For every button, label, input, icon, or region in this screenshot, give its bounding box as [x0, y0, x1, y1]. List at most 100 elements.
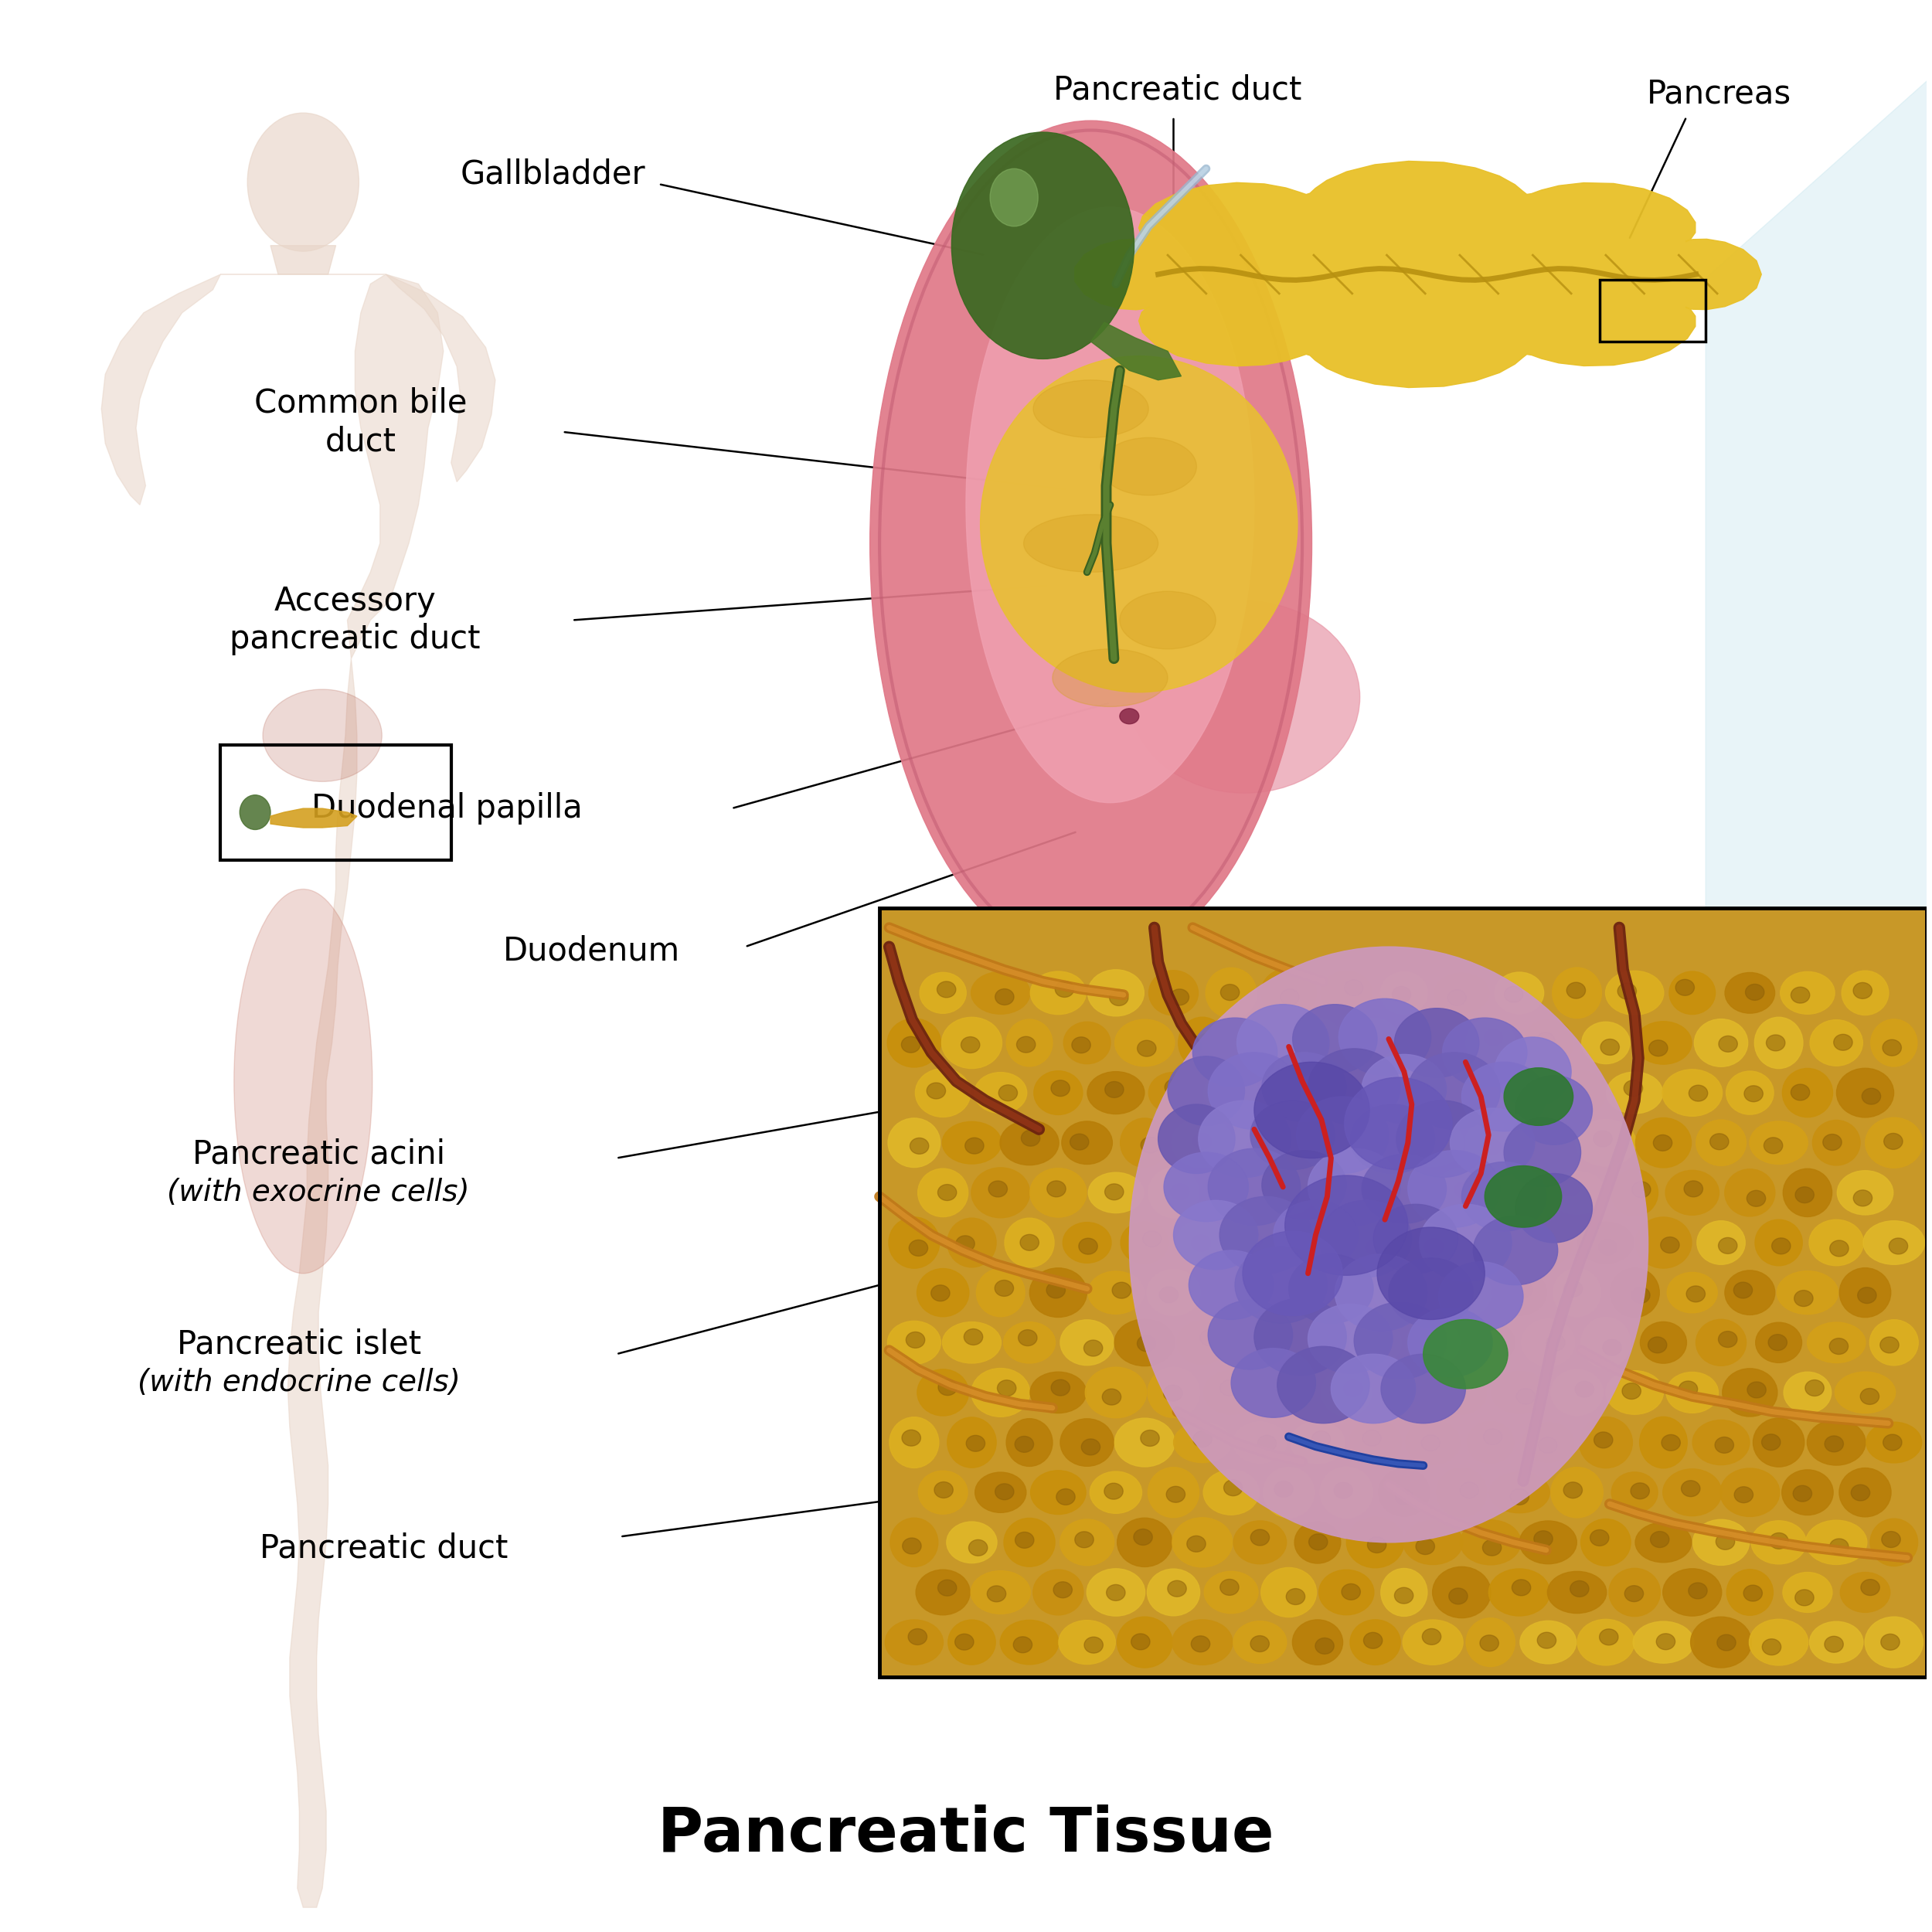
Ellipse shape	[1381, 1569, 1428, 1617]
Ellipse shape	[1308, 1049, 1401, 1126]
Ellipse shape	[1337, 1182, 1356, 1198]
Ellipse shape	[1244, 1233, 1262, 1248]
Ellipse shape	[1364, 1335, 1383, 1350]
Ellipse shape	[1070, 1134, 1090, 1150]
Text: pancreatic duct: pancreatic duct	[230, 624, 481, 655]
Ellipse shape	[1275, 1285, 1294, 1300]
Ellipse shape	[1662, 1435, 1681, 1451]
Ellipse shape	[1200, 1329, 1219, 1347]
Ellipse shape	[1810, 1621, 1862, 1663]
Ellipse shape	[1130, 947, 1648, 1542]
Ellipse shape	[1515, 1076, 1592, 1144]
Ellipse shape	[910, 1240, 927, 1256]
Ellipse shape	[1262, 1567, 1316, 1617]
Ellipse shape	[1022, 1130, 1039, 1146]
Ellipse shape	[1561, 1180, 1580, 1196]
Ellipse shape	[1806, 1520, 1866, 1565]
Ellipse shape	[941, 1018, 1003, 1068]
Ellipse shape	[1538, 1437, 1557, 1453]
Ellipse shape	[1082, 1439, 1099, 1455]
Ellipse shape	[1617, 983, 1636, 999]
Ellipse shape	[1072, 1037, 1090, 1053]
Ellipse shape	[1492, 1269, 1548, 1316]
Ellipse shape	[1343, 1381, 1362, 1397]
Ellipse shape	[1134, 1528, 1153, 1546]
Ellipse shape	[1522, 1020, 1573, 1066]
Ellipse shape	[1420, 1337, 1437, 1354]
Ellipse shape	[1750, 1121, 1808, 1165]
Ellipse shape	[1148, 1368, 1200, 1418]
Ellipse shape	[1206, 1169, 1258, 1215]
Ellipse shape	[1515, 1173, 1592, 1242]
Ellipse shape	[1656, 1634, 1675, 1650]
Ellipse shape	[1206, 968, 1256, 1018]
Ellipse shape	[1611, 1472, 1658, 1513]
Ellipse shape	[1437, 1370, 1488, 1414]
Ellipse shape	[1735, 1488, 1752, 1503]
Ellipse shape	[1692, 1520, 1748, 1565]
Ellipse shape	[972, 1368, 1030, 1416]
Ellipse shape	[1540, 1231, 1557, 1248]
Ellipse shape	[1582, 1318, 1631, 1368]
Bar	[1600, 280, 1706, 342]
Ellipse shape	[1725, 1169, 1776, 1217]
Ellipse shape	[1395, 1588, 1414, 1604]
Text: Duodenal papilla: Duodenal papilla	[311, 792, 583, 825]
Ellipse shape	[1534, 1530, 1553, 1548]
Ellipse shape	[1781, 1470, 1833, 1515]
Ellipse shape	[247, 112, 359, 251]
Ellipse shape	[1258, 1435, 1277, 1451]
Ellipse shape	[1059, 1621, 1115, 1663]
Ellipse shape	[1795, 1590, 1814, 1605]
Ellipse shape	[1582, 1022, 1631, 1065]
Ellipse shape	[1884, 1134, 1903, 1150]
Ellipse shape	[1694, 1018, 1748, 1066]
Ellipse shape	[1105, 1082, 1124, 1097]
Ellipse shape	[1364, 1633, 1383, 1648]
Ellipse shape	[1623, 1383, 1640, 1399]
Ellipse shape	[1422, 1435, 1439, 1451]
Ellipse shape	[1463, 1063, 1546, 1132]
Ellipse shape	[889, 1217, 939, 1267]
Ellipse shape	[1221, 1287, 1238, 1304]
Ellipse shape	[1339, 999, 1432, 1076]
Ellipse shape	[918, 1370, 968, 1416]
Ellipse shape	[1634, 1522, 1692, 1563]
Ellipse shape	[920, 972, 966, 1014]
Ellipse shape	[1250, 1636, 1269, 1652]
Ellipse shape	[1350, 1619, 1401, 1665]
Ellipse shape	[1140, 1138, 1159, 1153]
Ellipse shape	[1853, 983, 1872, 999]
Ellipse shape	[1718, 1238, 1737, 1254]
Ellipse shape	[1710, 1134, 1729, 1150]
Ellipse shape	[1349, 1121, 1403, 1165]
Ellipse shape	[1830, 1339, 1849, 1354]
Ellipse shape	[1321, 1273, 1370, 1312]
Ellipse shape	[1204, 1470, 1260, 1515]
Ellipse shape	[1208, 1148, 1300, 1225]
Ellipse shape	[1551, 1370, 1604, 1416]
Polygon shape	[102, 274, 220, 504]
Ellipse shape	[1551, 1466, 1604, 1519]
Ellipse shape	[1866, 1422, 1922, 1463]
Ellipse shape	[1466, 1018, 1515, 1068]
Ellipse shape	[972, 972, 1030, 1014]
Ellipse shape	[1350, 1320, 1401, 1366]
Ellipse shape	[1320, 1466, 1372, 1519]
Ellipse shape	[1578, 1221, 1634, 1264]
Ellipse shape	[1221, 983, 1238, 1001]
Ellipse shape	[1631, 1287, 1650, 1304]
Ellipse shape	[943, 1122, 1001, 1163]
Ellipse shape	[1034, 381, 1148, 439]
Ellipse shape	[1225, 1180, 1244, 1196]
Ellipse shape	[1841, 970, 1889, 1014]
Ellipse shape	[1663, 1569, 1721, 1615]
Ellipse shape	[1374, 1269, 1434, 1316]
Ellipse shape	[1142, 1231, 1161, 1246]
Ellipse shape	[1262, 1267, 1316, 1318]
Ellipse shape	[1594, 1432, 1613, 1449]
Text: Pancreas: Pancreas	[1646, 77, 1791, 110]
Ellipse shape	[1515, 1281, 1532, 1298]
Ellipse shape	[1192, 1235, 1211, 1252]
Ellipse shape	[1300, 1329, 1320, 1345]
